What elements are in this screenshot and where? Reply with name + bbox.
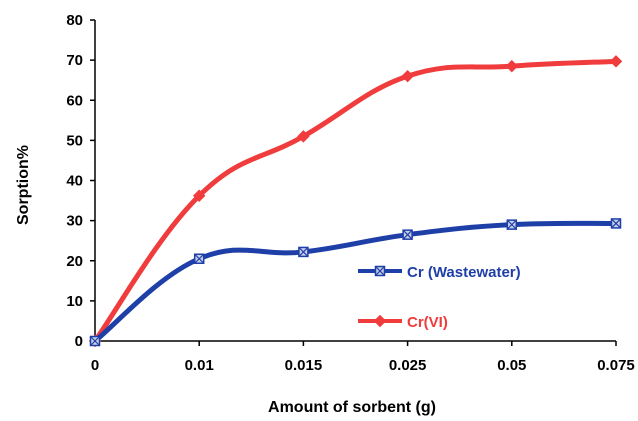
legend-label: Cr (Wastewater) [407, 264, 521, 281]
series-layer [88, 55, 623, 348]
data-point [401, 69, 414, 83]
y-tick-label: 30 [66, 213, 83, 230]
legend-marker [373, 314, 387, 328]
y-tick-label: 50 [66, 132, 83, 149]
y-tick-label: 80 [66, 12, 83, 29]
x-tick-label: 0.05 [497, 357, 526, 374]
y-tick-label: 10 [66, 293, 83, 310]
data-point [610, 218, 622, 229]
legend: Cr (Wastewater) Cr(VI) [358, 264, 521, 331]
y-tick-label: 70 [66, 52, 83, 69]
data-point [89, 335, 101, 347]
series-cr-vi [88, 55, 623, 348]
data-point [402, 229, 413, 240]
y-tick-label: 20 [66, 253, 83, 270]
data-point [193, 253, 205, 264]
legend-item: Cr (Wastewater) [358, 264, 521, 281]
legend-marker [374, 265, 386, 277]
series-line [92, 220, 619, 344]
y-tick-label: 0 [75, 333, 83, 350]
data-point [505, 59, 519, 73]
legend-label: Cr(VI) [407, 314, 448, 331]
legend-item: Cr(VI) [358, 314, 448, 331]
x-axis-title: Amount of sorbent (g) [268, 399, 436, 416]
series-line [92, 58, 619, 344]
x-ticks: 0 0.01 0.015 0.025 0.05 0.075 [91, 341, 635, 374]
series-cr-wastewater [89, 218, 622, 347]
data-point [609, 55, 623, 68]
x-tick-label: 0.025 [389, 357, 427, 374]
y-tick-label: 60 [66, 92, 83, 109]
data-point [297, 130, 310, 143]
y-ticks: 0 10 20 30 40 50 60 70 80 [66, 12, 95, 350]
axes [94, 20, 616, 342]
x-tick-label: 0.075 [597, 357, 635, 374]
x-tick-label: 0 [91, 357, 99, 374]
x-tick-label: 0.01 [185, 357, 214, 374]
data-point [298, 246, 309, 258]
y-tick-label: 40 [66, 173, 83, 190]
y-axis-title: Sorption% [15, 145, 32, 225]
data-point [506, 219, 518, 230]
data-point [192, 189, 206, 202]
x-tick-label: 0.015 [285, 357, 323, 374]
